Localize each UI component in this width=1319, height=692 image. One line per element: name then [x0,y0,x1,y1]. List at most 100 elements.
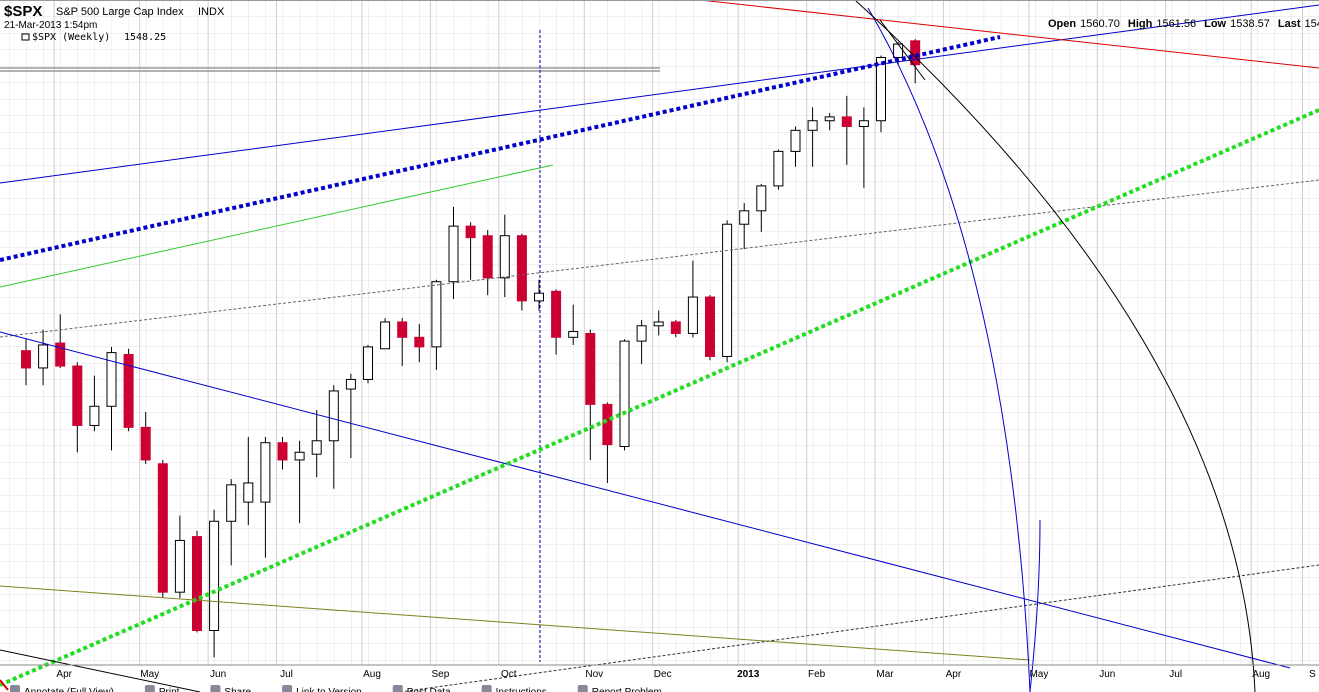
x-tick-label: Oct [501,669,517,680]
arc [854,0,1256,692]
toolbar-icon[interactable] [210,685,221,692]
quote-value: 1561.56 [1156,18,1196,30]
candle-body [414,336,425,348]
x-tick-label: Nov [585,669,603,680]
candle-body [38,344,49,369]
candle-body [893,43,904,58]
toolbar-icon[interactable] [481,685,492,692]
toolbar-icon[interactable] [144,685,155,692]
candle-body [534,292,544,302]
x-tick-label: Jun [1099,669,1115,680]
arc [1029,519,1041,692]
toolbar-icon[interactable] [282,685,293,692]
x-tick-label: Sep [432,669,450,680]
candle-body [858,120,869,127]
x-tick-label: Jul [280,669,293,680]
toolbar-icon[interactable] [392,685,403,692]
trendline [0,649,201,692]
candle-body [380,321,391,350]
quote-value: 1538.57 [1230,18,1270,30]
candle-body [670,321,681,334]
candle-body [790,129,801,152]
candle-body [106,352,117,407]
candle-body [910,40,921,66]
arc [867,7,1031,692]
candle-body [568,331,579,338]
trendline [0,679,9,691]
candle-body [687,296,698,334]
x-tick-label: Mar [876,669,894,680]
candle-body [619,340,630,448]
candle-body [123,354,134,428]
candle-body [807,120,818,131]
candle-body [585,332,596,405]
candle-body [157,463,168,593]
candle-body [431,281,442,348]
x-tick-label: 2013 [737,669,760,680]
trendline [699,0,1319,69]
x-tick-label: Jun [210,669,226,680]
candle-body [756,185,767,212]
candle-body [653,321,664,327]
candle-body [294,451,305,461]
toolbar-item[interactable]: Share [224,687,251,692]
candles [21,39,921,658]
candle-body [705,296,715,357]
toolbar-item[interactable]: Report Problem [592,687,662,692]
toolbar-item[interactable]: Print [159,687,180,692]
grid [0,0,1319,665]
candle-body [89,405,100,426]
candle-body [722,223,733,357]
candle-body [636,325,647,342]
x-tick-label: May [140,669,159,680]
candle-body [277,442,288,461]
candle-body [174,539,185,593]
frame [0,0,1319,1]
quote-name: Open [1048,18,1076,30]
legend: $SPX (Weekly) [32,32,110,43]
x-tick-label: Apr [946,669,962,680]
candle-body [55,342,66,367]
candle-body [551,290,562,338]
candle-body [328,390,339,442]
quote-name: High [1128,18,1153,30]
toolbar-item[interactable]: Instructions [496,687,547,692]
timestamp: 21-Mar-2013 1:54pm [4,20,97,31]
trendline [0,35,1001,262]
toolbar-item[interactable]: Post Data [407,687,451,692]
candle-body [499,235,510,279]
candle-body [516,235,527,302]
index-name: S&P 500 Large Cap Index [56,6,184,18]
candle-body [448,225,459,283]
trendline [0,585,1031,661]
quote-name: Last [1278,18,1301,30]
toolbar-item[interactable]: Annotate (Full View) [24,687,114,692]
x-tick-label: Dec [654,669,672,680]
candle-body [140,426,151,461]
x-tick-label: Feb [808,669,826,680]
trendline [0,108,1319,687]
symbol: $SPX [4,3,42,20]
candle-body [192,536,202,632]
candle-body [739,210,750,225]
candle-body [243,482,254,503]
candle-body [21,350,31,369]
quote-value: 1548.25 [1305,18,1319,30]
toolbar-icon[interactable] [10,685,20,692]
candle-body [345,378,356,390]
candle-body [602,403,613,446]
x-tick-label: Aug [363,669,381,680]
candle-body [363,346,373,380]
x-tick-label: May [1029,669,1048,680]
toolbar-item[interactable]: Link to Version [296,687,362,692]
x-tick-label: Jul [1169,669,1182,680]
quote-value: 1560.70 [1080,18,1120,30]
quote-name: Low [1204,18,1226,30]
toolbar-icon[interactable] [577,685,588,692]
candle-body [465,225,476,239]
x-labels: Apr May Jun Jul Aug Sep Oct Nov Dec 2013 Feb Mar Apr… [56,669,1316,680]
toolbar: Annotate (Full View) Print Share Link to Ve… [10,685,662,692]
x-tick-label: Apr [56,669,72,680]
x-tick-label: Aug [1252,669,1270,680]
